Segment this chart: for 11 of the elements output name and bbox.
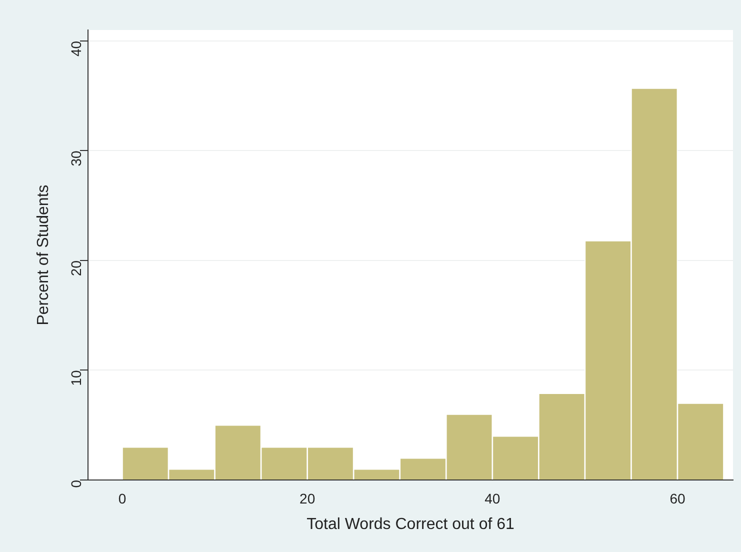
x-tick-label: 60 — [670, 490, 686, 506]
y-tick-label: 10 — [68, 370, 84, 386]
y-tick-label: 20 — [68, 260, 84, 276]
x-tick-label: 20 — [300, 490, 316, 506]
y-tick-label: 40 — [68, 40, 84, 57]
x-tick-label: 0 — [118, 490, 126, 506]
y-tick-label: 30 — [68, 150, 84, 166]
x-tick-label: 40 — [484, 490, 500, 506]
x-axis-title: Total Words Correct out of 61 — [306, 516, 514, 533]
y-tick-label: 0 — [68, 480, 84, 488]
y-axis-title: Percent of Students — [35, 184, 52, 326]
